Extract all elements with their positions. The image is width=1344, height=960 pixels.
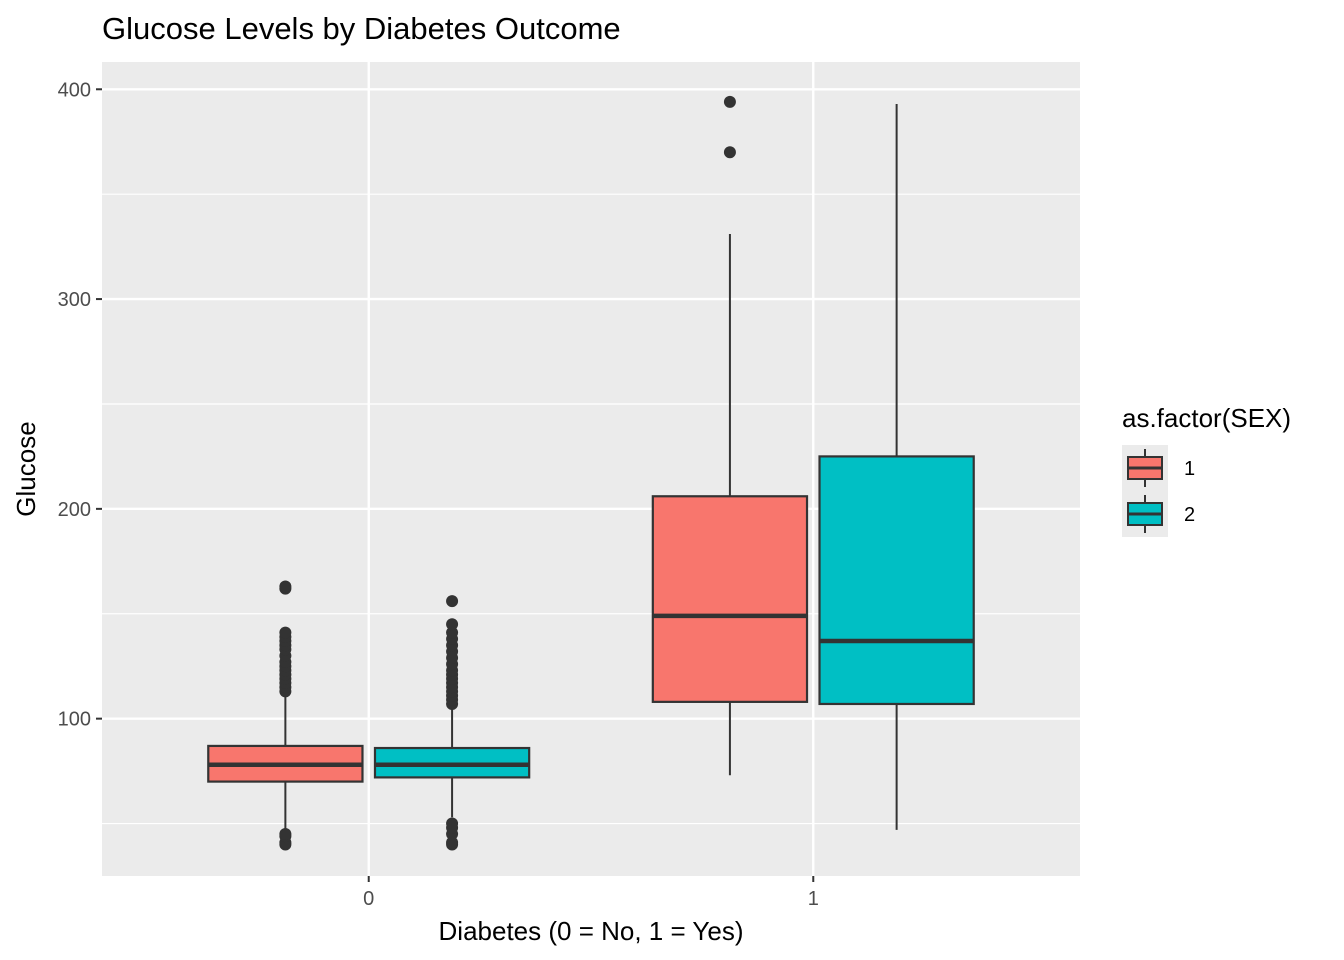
box-0-series-2 bbox=[373, 595, 531, 851]
chart-title: Glucose Levels by Diabetes Outcome bbox=[102, 11, 621, 46]
outlier-point bbox=[446, 817, 459, 830]
box-1-series-2 bbox=[818, 103, 975, 830]
legend-key-2: 2 bbox=[1122, 491, 1195, 537]
outlier-point bbox=[446, 618, 459, 631]
outlier-point bbox=[446, 595, 459, 608]
box-body bbox=[818, 455, 975, 706]
legend-title: as.factor(SEX) bbox=[1122, 403, 1291, 433]
outlier-point bbox=[723, 95, 736, 108]
outlier-point bbox=[279, 626, 292, 639]
legend: as.factor(SEX) 12 bbox=[1122, 403, 1291, 537]
y-tick-label: 300 bbox=[58, 289, 91, 311]
gridlines bbox=[102, 62, 1080, 876]
outlier-point bbox=[446, 626, 459, 639]
box-1-series-1 bbox=[651, 95, 809, 776]
y-tick-label: 400 bbox=[58, 79, 91, 101]
y-axis-ticks: 100 200 300 400 bbox=[58, 79, 102, 731]
x-tick-label: 0 bbox=[363, 888, 374, 910]
y-axis-title: Glucose bbox=[11, 421, 41, 516]
legend-keys: 12 bbox=[1122, 445, 1195, 537]
y-tick-label: 200 bbox=[58, 499, 91, 521]
legend-label: 2 bbox=[1184, 504, 1195, 526]
outlier-point bbox=[279, 828, 292, 841]
box-body bbox=[651, 495, 809, 703]
x-tick-label: 1 bbox=[808, 888, 819, 910]
legend-key-1: 1 bbox=[1122, 445, 1195, 491]
y-tick-label: 100 bbox=[58, 709, 91, 731]
outlier-point bbox=[279, 580, 292, 593]
legend-label: 1 bbox=[1184, 458, 1195, 480]
outlier-point bbox=[723, 146, 736, 159]
x-axis-title: Diabetes (0 = No, 1 = Yes) bbox=[439, 916, 744, 946]
outlier-point bbox=[446, 836, 459, 849]
box-0-series-1 bbox=[207, 580, 364, 851]
boxes bbox=[207, 95, 975, 851]
